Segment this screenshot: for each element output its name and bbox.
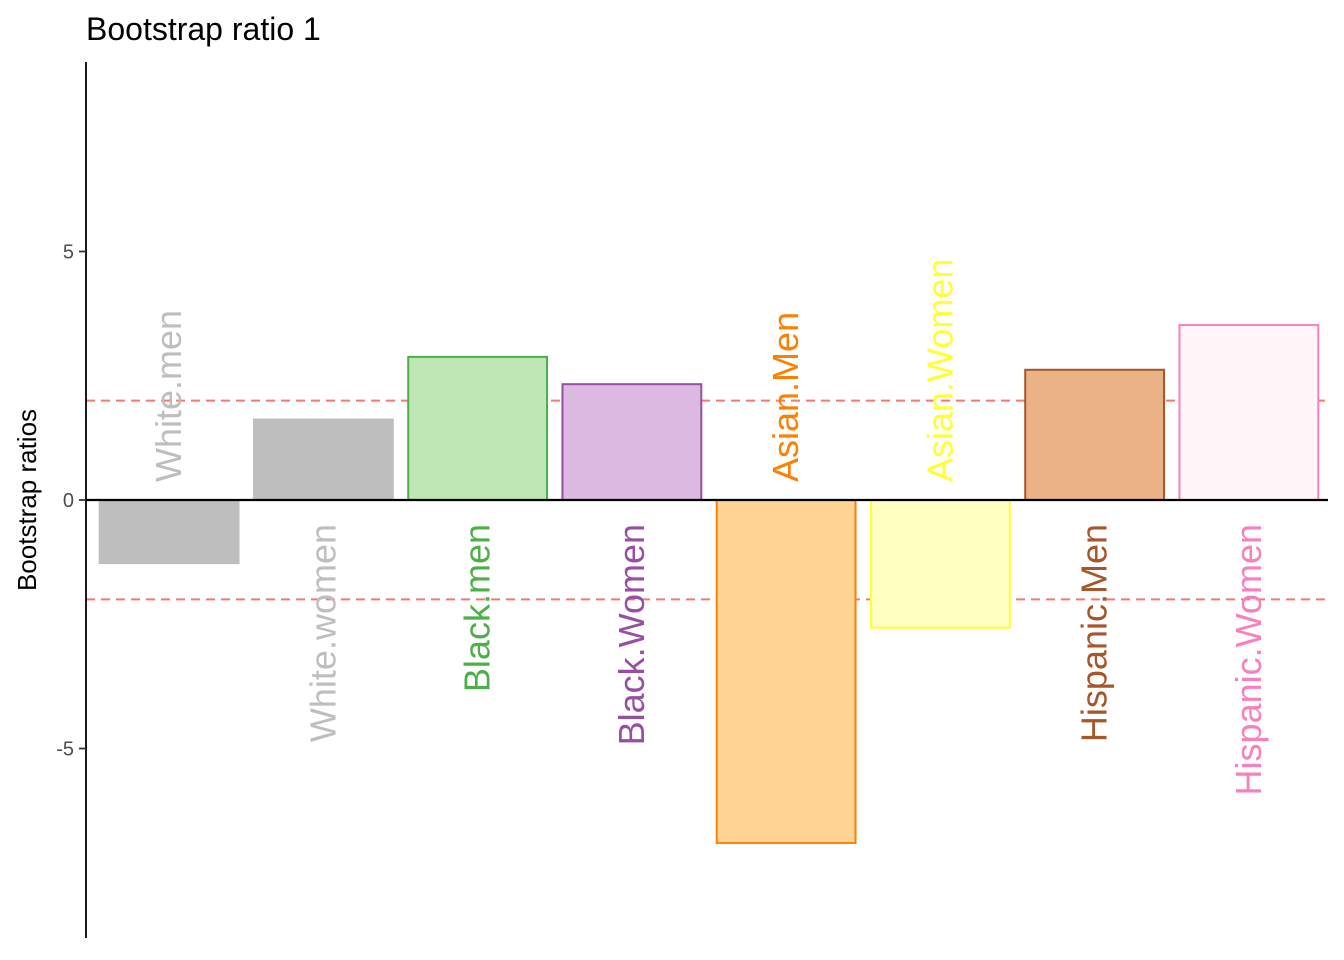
- bar-hispanic-men: [1024, 368, 1166, 502]
- bar-white-men: [98, 499, 240, 565]
- bar-label-white-women: White.women: [302, 524, 343, 742]
- plot-area: White.men White.women Black.men Black.Women…: [56, 62, 1328, 938]
- y-tick-label-2: 0: [63, 490, 74, 512]
- bar-black-men: [407, 355, 549, 502]
- bar-black-women: [561, 383, 703, 502]
- bar-asian-men: [715, 499, 857, 844]
- y-tick-label-3: 5: [63, 242, 74, 264]
- bar-label-asian-women: Asian.Women: [919, 259, 960, 482]
- bar-label-hispanic-men: Hispanic.Men: [1074, 524, 1115, 742]
- chart-title: Bootstrap ratio 1: [86, 11, 321, 47]
- bar-asian-women: [869, 499, 1011, 629]
- y-axis-label: Bootstrap ratios: [12, 409, 42, 591]
- bar-white-women: [252, 418, 394, 501]
- bar-label-asian-men: Asian.Men: [765, 312, 806, 482]
- bar-label-hispanic-women: Hispanic.Women: [1228, 524, 1269, 795]
- bar-label-white-men: White.men: [148, 310, 189, 482]
- bar-label-black-men: Black.men: [457, 524, 498, 692]
- bar-label-black-women: Black.Women: [611, 524, 652, 745]
- bar-hispanic-women: [1178, 324, 1320, 501]
- y-tick-label-1: -5: [56, 739, 74, 761]
